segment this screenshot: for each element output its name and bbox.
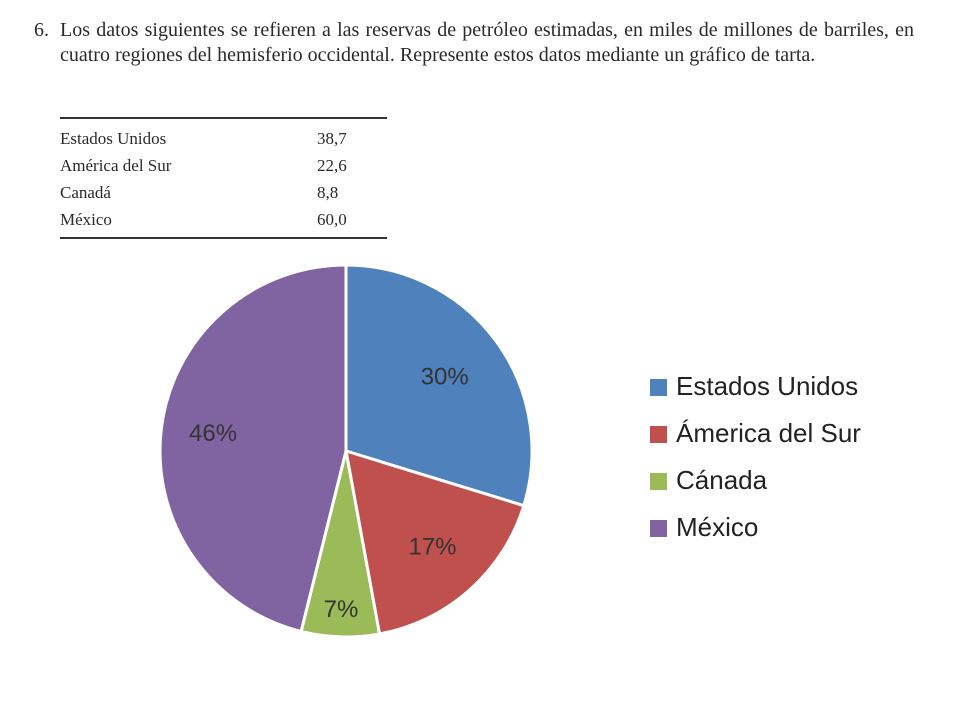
table-row: América del Sur 22,6 [60, 152, 387, 179]
legend-swatch [650, 520, 667, 537]
table-cell-value: 60,0 [317, 209, 347, 229]
table-row: Estados Unidos 38,7 [60, 118, 387, 152]
table-cell-value: 38,7 [317, 128, 347, 148]
problem-statement: 6. Los datos siguientes se refieren a la… [34, 18, 914, 68]
pie-slice [158, 263, 348, 633]
table-cell-region: América del Sur [60, 155, 172, 175]
problem-text: Los datos siguientes se refieren a las r… [60, 19, 914, 66]
slice-data-label: 7% [324, 596, 359, 623]
legend-swatch [650, 379, 667, 396]
legend-label: Ámerica del Sur [676, 418, 861, 448]
data-table: Estados Unidos 38,7 América del Sur 22,6… [60, 117, 387, 239]
problem-number: 6. [34, 19, 49, 41]
table-row: Canadá 8,8 [60, 179, 387, 206]
slice-data-label: 46% [189, 420, 237, 447]
table-cell-value: 8,8 [317, 182, 339, 202]
legend-swatch [650, 426, 667, 443]
table-cell-region: Estados Unidos [60, 128, 167, 148]
legend-label: Estados Unidos [676, 371, 858, 401]
pie-slice [344, 263, 534, 508]
slice-data-label: 17% [408, 534, 456, 561]
legend-label: Cánada [676, 465, 768, 495]
legend-label: México [676, 512, 758, 542]
table-cell-value: 22,6 [317, 155, 347, 175]
table-cell-region: Canadá [60, 182, 111, 202]
table-row: México 60,0 [60, 206, 387, 238]
slice-data-label: 30% [421, 363, 469, 390]
legend-swatch [650, 473, 667, 490]
table-cell-region: México [60, 209, 112, 229]
pie-slice [344, 449, 526, 636]
